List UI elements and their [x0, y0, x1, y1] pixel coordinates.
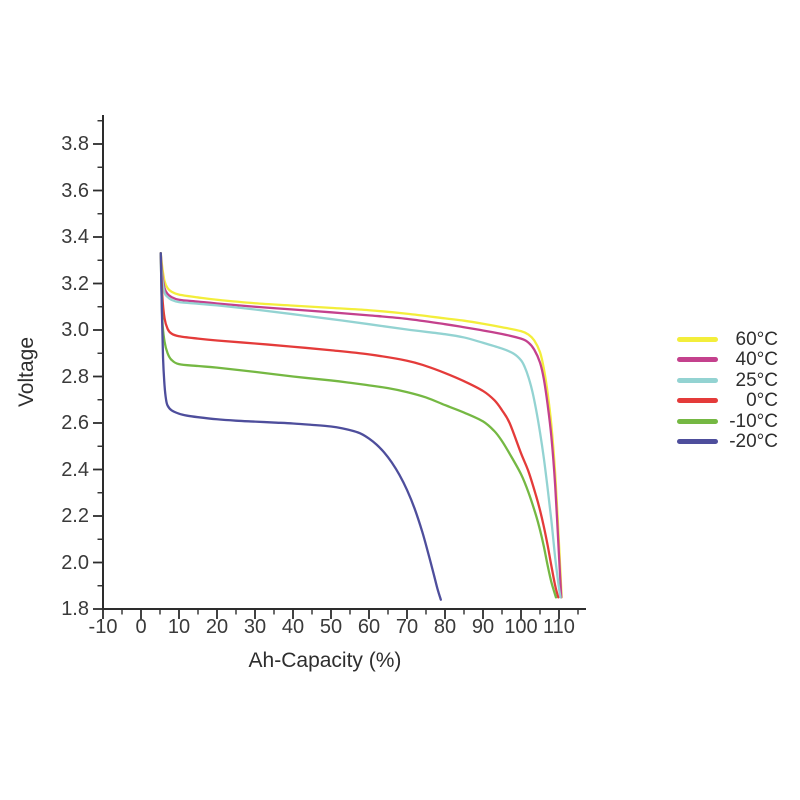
curve--20C	[159, 252, 442, 601]
x-tick-label: 40	[281, 616, 305, 638]
legend-label: 0°C	[746, 390, 778, 412]
legend-item: 25°C	[677, 370, 778, 391]
y-tick-label: 3.6	[61, 179, 89, 202]
legend-item: -20°C	[677, 432, 778, 453]
legend-item: 60°C	[677, 329, 778, 350]
curve-40C	[159, 252, 563, 599]
legend-label: -10°C	[729, 410, 778, 432]
legend-swatch-line	[677, 439, 718, 445]
x-tick-label: 10	[167, 616, 191, 638]
legend-swatch-line	[677, 336, 718, 342]
legend-item: 0°C	[677, 391, 778, 412]
curve--10C	[159, 252, 558, 599]
legend-label: 40°C	[735, 349, 778, 371]
x-tick-label: 80	[433, 616, 457, 638]
x-tick-label: 70	[395, 616, 419, 638]
y-tick-label: 3.4	[61, 226, 89, 248]
x-tick-label: 60	[357, 616, 381, 638]
y-axis-title: Voltage	[15, 336, 38, 408]
y-tick-label: 2.8	[61, 365, 89, 388]
curve-25C	[159, 252, 562, 599]
y-tick-label: 3.8	[61, 133, 89, 155]
legend-item: -10°C	[677, 411, 778, 432]
legend-label: 25°C	[735, 369, 778, 391]
legend-swatch-line	[677, 398, 718, 404]
curve-0C	[159, 252, 560, 599]
y-tick-label: 2.2	[61, 505, 89, 527]
legend-swatch-line	[677, 357, 718, 363]
legend-label: -20°C	[729, 431, 778, 453]
x-tick-label: 30	[243, 616, 267, 638]
x-tick-label: 50	[319, 616, 343, 638]
chart-legend: 60°C 40°C 25°C 0°C -10°C -20°C	[677, 329, 778, 452]
x-tick-label: 90	[471, 616, 495, 638]
legend-item: 40°C	[677, 350, 778, 371]
x-tick-label: 20	[205, 616, 229, 638]
x-tick-label: -10	[88, 616, 118, 638]
y-tick-label: 2.6	[61, 412, 89, 434]
y-tick-label: 1.8	[61, 598, 89, 620]
y-tick-label: 3.2	[61, 272, 89, 295]
y-tick-label: 3.0	[61, 319, 89, 341]
curve-60C	[159, 252, 563, 599]
y-tick-label: 2.0	[61, 551, 89, 574]
legend-label: 60°C	[735, 328, 778, 350]
x-tick-label: 100	[504, 616, 538, 638]
x-tick-label: 110	[543, 616, 575, 638]
x-tick-label: 0	[135, 616, 147, 638]
legend-swatch-line	[677, 377, 718, 383]
legend-swatch-line	[677, 418, 718, 424]
y-tick-label: 2.4	[61, 458, 89, 481]
x-axis-title: Ah-Capacity (%)	[248, 649, 402, 672]
